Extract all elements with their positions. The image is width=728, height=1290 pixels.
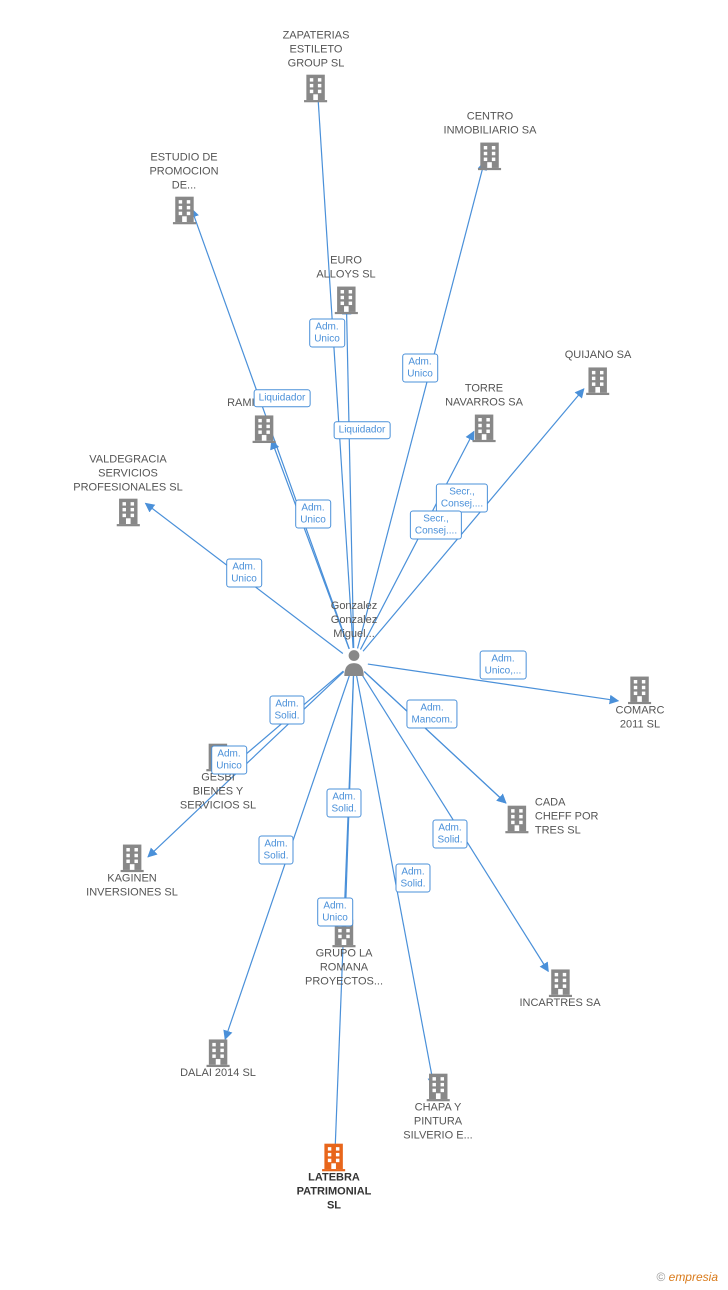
node-quijano[interactable]: QUIJANO SA <box>565 349 632 395</box>
building-icon <box>626 674 654 704</box>
node-label: CHAPA Y PINTURA SILVERIO E... <box>403 1101 473 1142</box>
person-icon <box>341 648 367 676</box>
node-label: DALAI 2014 SL <box>180 1067 256 1081</box>
node-label: TORRE NAVARROS SA <box>445 382 523 410</box>
node-label: VALDEGRACIA SERVICIOS PROFESIONALES SL <box>73 453 182 494</box>
building-icon <box>584 365 612 395</box>
building-icon <box>546 967 574 997</box>
building-icon <box>424 1071 452 1101</box>
building-icon <box>503 803 531 833</box>
node-label: GRUPO LA ROMANA PROYECTOS... <box>305 947 383 988</box>
node-label: INCARTRES SA <box>519 997 600 1011</box>
node-label: ZAPATERIAS ESTILETO GROUP SL <box>283 29 350 70</box>
node-cada[interactable]: CADA CHEFF POR TRES SL <box>503 796 599 839</box>
node-torre[interactable]: TORRE NAVARROS SA <box>445 382 523 442</box>
edge-label: Adm. Mancom. <box>406 700 457 729</box>
watermark: © empresia <box>656 1270 718 1284</box>
node-incartres[interactable]: INCARTRES SA <box>519 967 600 1013</box>
node-label: EURO ALLOYS SL <box>316 254 375 282</box>
node-center-person[interactable] <box>341 648 367 676</box>
building-icon <box>114 497 142 527</box>
node-chapa[interactable]: CHAPA Y PINTURA SILVERIO E... <box>403 1071 473 1144</box>
node-zapaterias[interactable]: ZAPATERIAS ESTILETO GROUP SL <box>283 29 350 102</box>
edge-label: Liquidador <box>254 389 311 407</box>
node-valdegracia[interactable]: VALDEGRACIA SERVICIOS PROFESIONALES SL <box>73 453 182 526</box>
edge-label: Adm. Solid. <box>269 696 304 725</box>
node-euro[interactable]: EURO ALLOYS SL <box>316 254 375 314</box>
node-dalai[interactable]: DALAI 2014 SL <box>180 1037 256 1083</box>
edge-label: Adm. Unico,... <box>480 651 527 680</box>
node-label: GESBI BIENES Y SERVICIOS SL <box>180 771 256 812</box>
node-centro[interactable]: CENTRO INMOBILIARIO SA <box>444 110 537 170</box>
node-label: LATEBRA PATRIMONIAL SL <box>297 1171 372 1212</box>
edge-label: Adm. Solid. <box>395 864 430 893</box>
node-estudio[interactable]: ESTUDIO DE PROMOCION DE... <box>149 151 218 224</box>
node-latebra[interactable]: LATEBRA PATRIMONIAL SL <box>297 1141 372 1214</box>
edge-label: Adm. Unico <box>211 746 247 775</box>
node-kaginen[interactable]: KAGINEN INVERSIONES SL <box>86 842 178 902</box>
building-icon <box>476 140 504 170</box>
edge-label: Secr., Consej.... <box>410 511 462 540</box>
building-icon <box>118 842 146 872</box>
node-comarc[interactable]: COMARC 2011 SL <box>616 674 665 734</box>
building-icon <box>470 412 498 442</box>
network-diagram <box>0 0 728 1290</box>
edge-label: Adm. Unico <box>309 319 345 348</box>
edge-label: Adm. Unico <box>226 559 262 588</box>
node-grupo[interactable]: GRUPO LA ROMANA PROYECTOS... <box>305 917 383 990</box>
building-icon <box>170 195 198 225</box>
node-label: QUIJANO SA <box>565 349 632 363</box>
node-label: COMARC 2011 SL <box>616 704 665 732</box>
building-icon <box>332 284 360 314</box>
edge-label: Adm. Unico <box>317 898 353 927</box>
edge-label: Secr., Consej.... <box>436 484 488 513</box>
edge-label: Adm. Unico <box>402 354 438 383</box>
node-label: ESTUDIO DE PROMOCION DE... <box>149 151 218 192</box>
node-label: CENTRO INMOBILIARIO SA <box>444 110 537 138</box>
edge-label: Adm. Solid. <box>326 789 361 818</box>
building-icon <box>204 1037 232 1067</box>
edge-label: Adm. Unico <box>295 500 331 529</box>
building-icon <box>320 1141 348 1171</box>
building-icon <box>250 413 278 443</box>
edge-label: Adm. Solid. <box>432 820 467 849</box>
building-icon <box>302 73 330 103</box>
center-label: Gonzalez Gonzalez Miguel... <box>331 600 377 641</box>
node-label: CADA CHEFF POR TRES SL <box>535 796 599 837</box>
edge-label: Liquidador <box>334 421 391 439</box>
edge-label: Adm. Solid. <box>258 836 293 865</box>
node-label: KAGINEN INVERSIONES SL <box>86 872 178 900</box>
